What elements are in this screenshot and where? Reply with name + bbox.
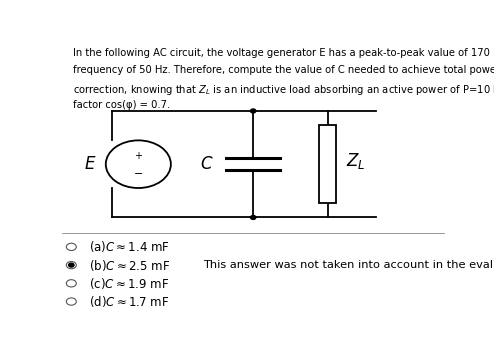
Text: (c)$C \approx 1.9$ mF: (c)$C \approx 1.9$ mF: [88, 276, 168, 291]
Circle shape: [69, 263, 74, 267]
Text: $C$: $C$: [201, 155, 214, 173]
Text: frequency of 50 Hz. Therefore, compute the value of C needed to achieve total po: frequency of 50 Hz. Therefore, compute t…: [73, 65, 494, 75]
Text: −: −: [134, 169, 143, 179]
Text: $E$: $E$: [84, 155, 97, 173]
Text: factor cos(φ) = 0.7.: factor cos(φ) = 0.7.: [73, 100, 170, 110]
Text: (b)$C \approx 2.5$ mF: (b)$C \approx 2.5$ mF: [88, 258, 169, 273]
Text: correction, knowing that $Z_L$ is an inductive load absorbing an active power of: correction, knowing that $Z_L$ is an ind…: [73, 83, 494, 96]
Text: $Z_L$: $Z_L$: [346, 151, 366, 171]
Text: In the following AC circuit, the voltage generator E has a peak-to-peak value of: In the following AC circuit, the voltage…: [73, 48, 494, 58]
Text: (d)$C \approx 1.7$ mF: (d)$C \approx 1.7$ mF: [88, 294, 169, 309]
Circle shape: [250, 215, 256, 219]
Text: +: +: [134, 151, 142, 161]
Text: (a)$C \approx 1.4$ mF: (a)$C \approx 1.4$ mF: [88, 240, 169, 254]
Circle shape: [250, 109, 256, 113]
Text: This answer was not taken into account in the evaluation.: This answer was not taken into account i…: [204, 260, 494, 270]
Bar: [320, 125, 336, 203]
